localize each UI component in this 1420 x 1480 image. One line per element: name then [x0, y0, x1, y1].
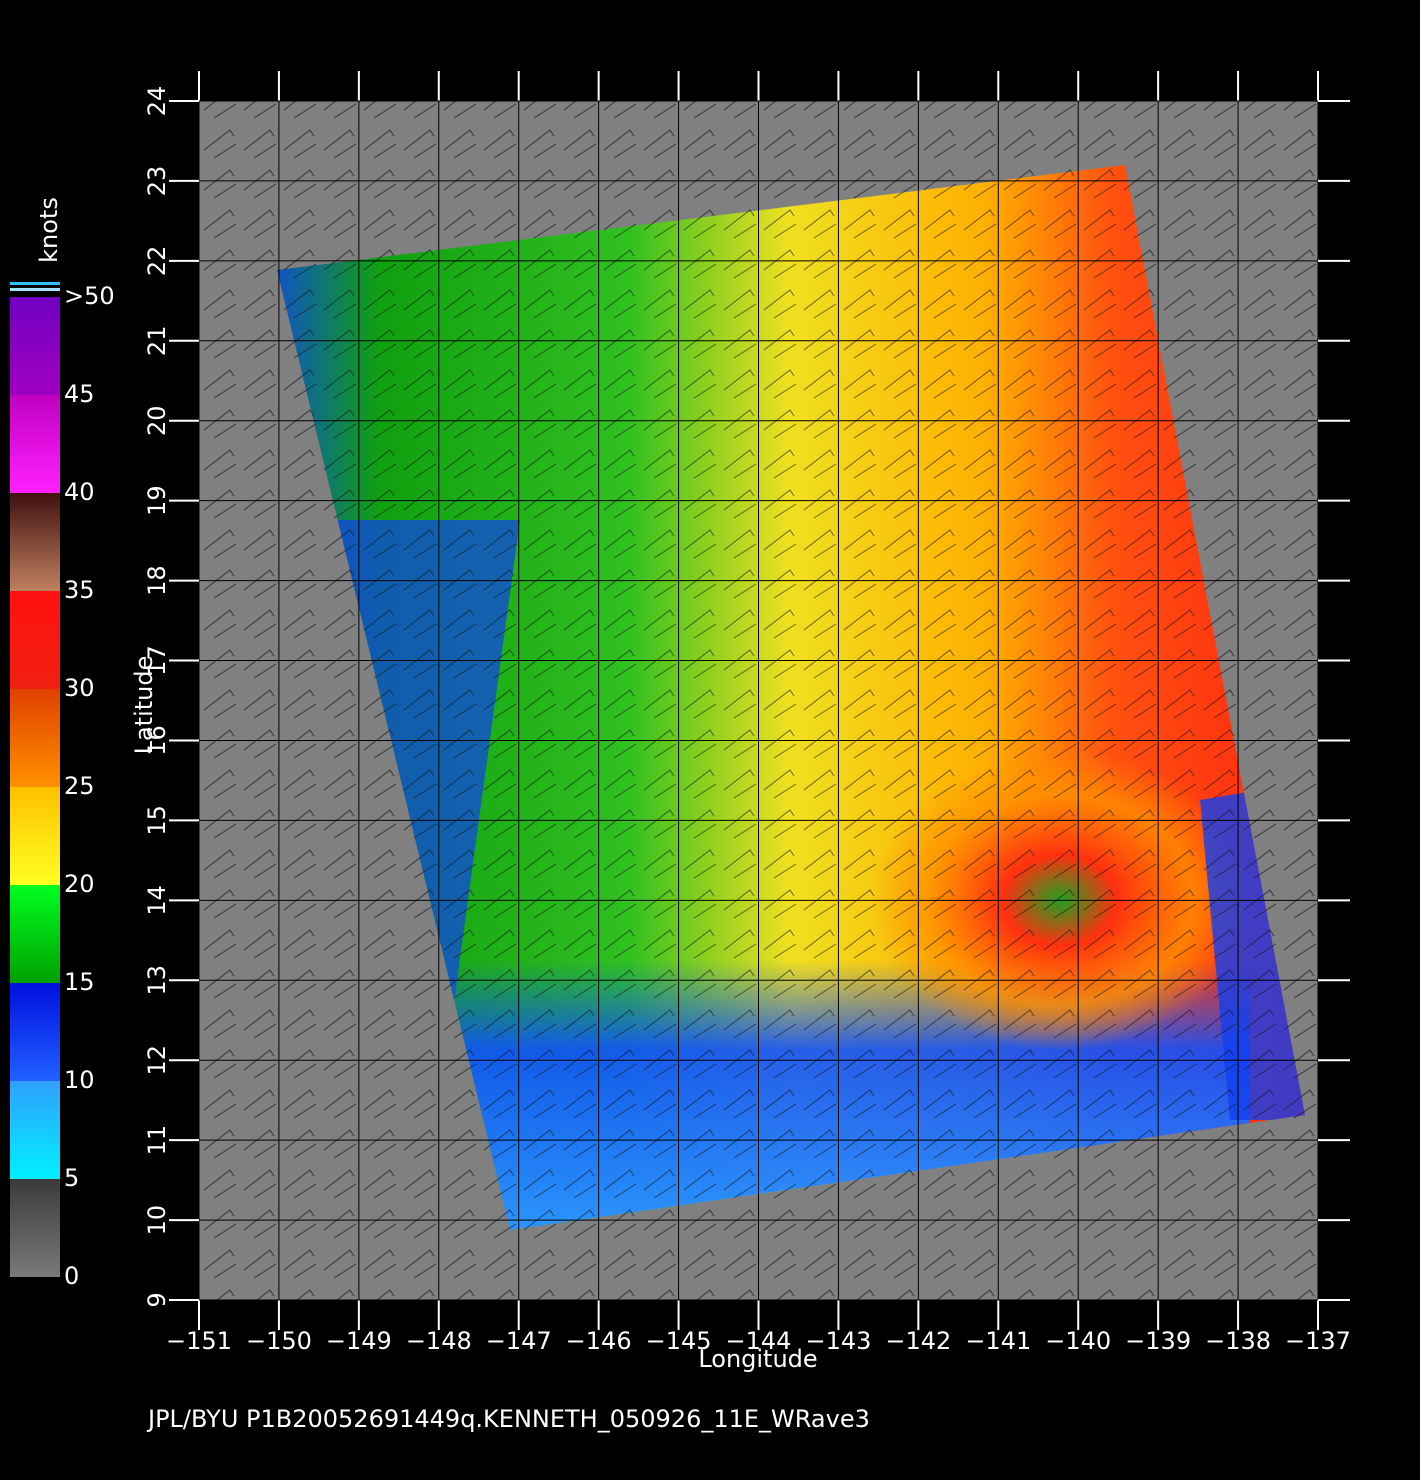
y-tick-label: 17 [143, 645, 171, 676]
x-tick-label: −146 [566, 1327, 632, 1355]
y-tick-label: 15 [143, 805, 171, 836]
colorbar-tick-label: 5 [64, 1164, 79, 1192]
x-tick-label: −138 [1205, 1327, 1271, 1355]
y-tick-label: 19 [143, 485, 171, 516]
x-tick-label: −141 [965, 1327, 1031, 1355]
y-tick-label: 9 [143, 1292, 171, 1307]
y-tick-label: 21 [143, 326, 171, 357]
x-axis-label: Longitude [698, 1345, 817, 1373]
colorbar-tick-label: 25 [64, 772, 95, 800]
colorbar-band [10, 493, 60, 591]
y-tick-label: 18 [143, 565, 171, 596]
y-tick-label: 14 [143, 885, 171, 916]
colorbar-cap [10, 282, 60, 285]
x-tick-label: −140 [1045, 1327, 1111, 1355]
x-tick-label: −137 [1285, 1327, 1351, 1355]
x-tick-label: −144 [726, 1327, 792, 1355]
colorbar-band [10, 689, 60, 787]
x-tick-label: −151 [166, 1327, 232, 1355]
y-tick-label: 20 [143, 405, 171, 436]
colorbar-cap [10, 288, 60, 291]
colorbar-band [10, 787, 60, 885]
colorbar-tick-label: 20 [64, 870, 95, 898]
colorbar-band [10, 1179, 60, 1277]
colorbar-band [10, 1081, 60, 1179]
x-tick-label: −143 [805, 1327, 871, 1355]
y-tick-label: 12 [143, 1045, 171, 1076]
colorbar-tick-label: 10 [64, 1066, 95, 1094]
colorbar-tick-label: 15 [64, 968, 95, 996]
colorbar-band [10, 395, 60, 493]
x-tick-label: −145 [646, 1327, 712, 1355]
y-tick-label: 22 [143, 246, 171, 277]
colorbar-tick-label: 30 [64, 674, 95, 702]
colorbar: knots 0 5 10 15 20 25 30 35 40 45 >50 [10, 197, 115, 1290]
footer: JPL/BYU P1B20052691449q.KENNETH_050926_1… [146, 1405, 870, 1433]
colorbar-band [10, 885, 60, 983]
x-tick-label: −147 [486, 1327, 552, 1355]
colorbar-tick-label: 35 [64, 576, 95, 604]
y-tick-label: 23 [143, 166, 171, 197]
colorbar-tick-label: >50 [64, 282, 115, 310]
x-tick-label: −148 [406, 1327, 472, 1355]
colorbar-band [10, 591, 60, 689]
y-tick-label: 24 [143, 86, 171, 117]
y-tick-label: 16 [143, 725, 171, 756]
x-tick-label: −139 [1125, 1327, 1191, 1355]
y-tick-label: 11 [143, 1125, 171, 1156]
y-axis-label: Latitude [130, 656, 158, 755]
map-area [169, 71, 1350, 1330]
grid [169, 71, 1350, 1330]
colorbar-tick-label: 45 [64, 380, 95, 408]
colorbar-band [10, 297, 60, 395]
colorbar-tick-label: 40 [64, 478, 95, 506]
x-tick-label: −142 [885, 1327, 951, 1355]
colorbar-title: knots [35, 197, 63, 263]
colorbar-band [10, 983, 60, 1081]
x-tick-label: −150 [246, 1327, 312, 1355]
y-tick-label: 13 [143, 965, 171, 996]
y-tick-label: 10 [143, 1205, 171, 1236]
colorbar-tick-label: 0 [64, 1262, 79, 1290]
x-tick-label: −149 [326, 1327, 392, 1355]
